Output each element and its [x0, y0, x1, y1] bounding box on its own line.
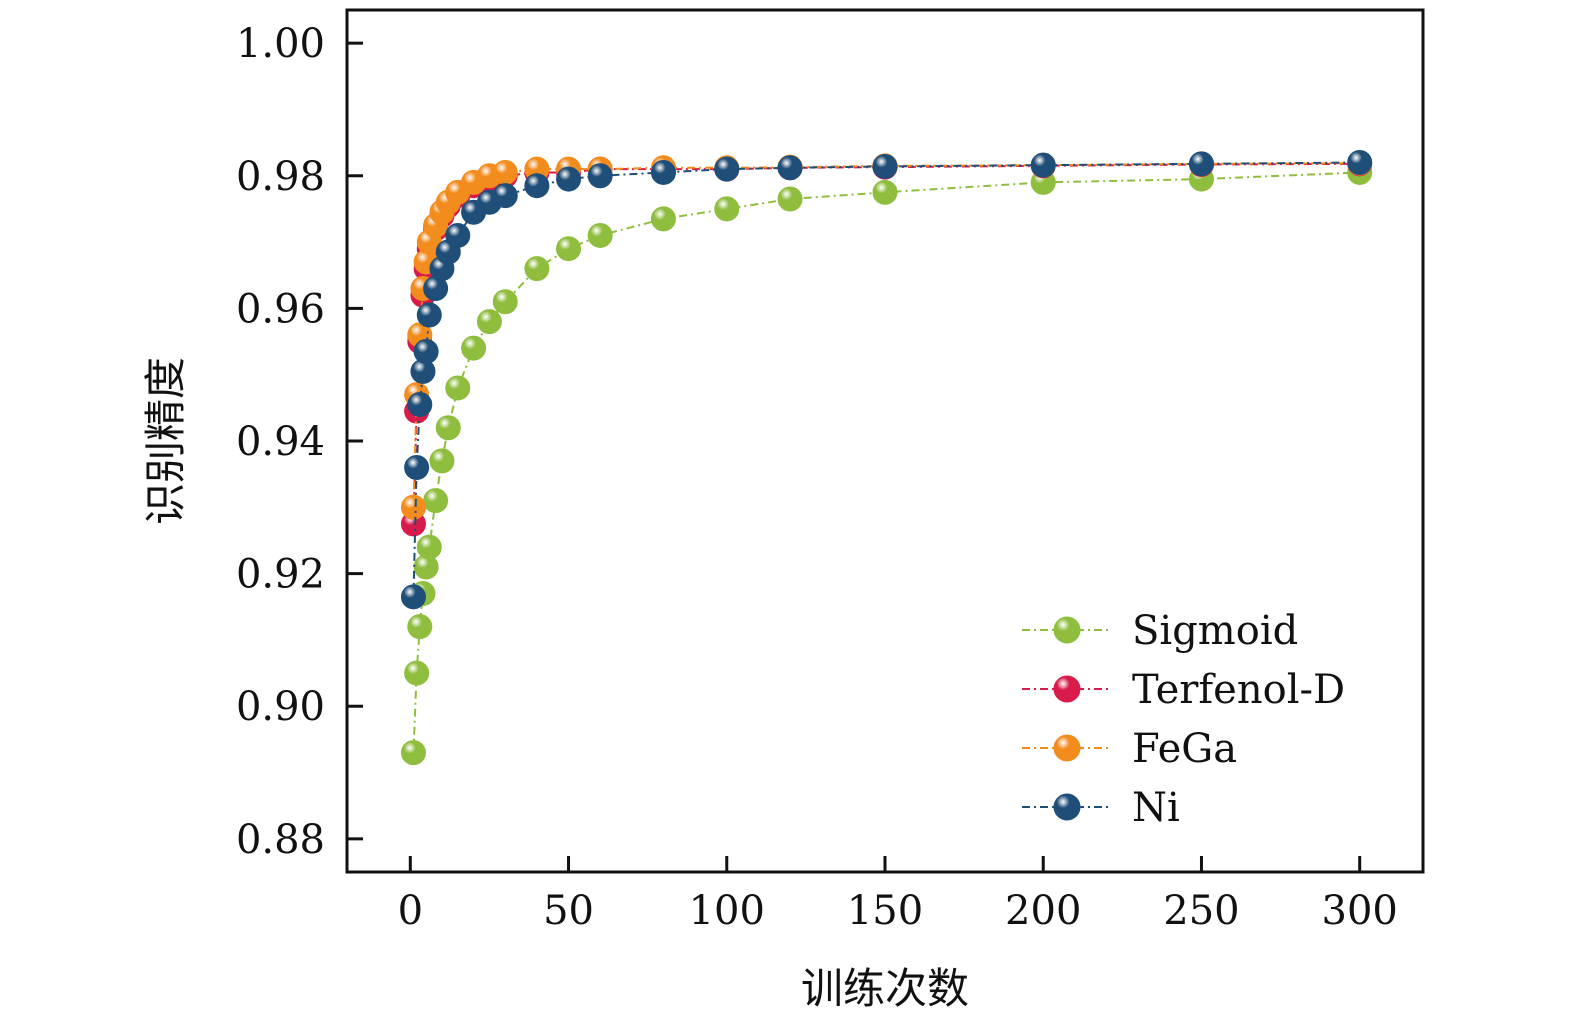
plot-frame: [345, 8, 1425, 874]
legend-marker: [1053, 734, 1081, 762]
x-tick-label: 100: [689, 888, 765, 934]
data-point: [1347, 150, 1373, 176]
data-point: [1188, 151, 1214, 177]
data-point: [407, 614, 433, 640]
data-point: [714, 196, 740, 222]
legend-item: Terfenol-D: [1022, 667, 1345, 713]
x-tick-label: 300: [1322, 888, 1398, 934]
data-point: [524, 256, 550, 282]
x-tick-label: 150: [847, 888, 923, 934]
data-point: [407, 392, 433, 418]
data-point: [777, 155, 803, 181]
data-point: [872, 179, 898, 205]
y-axis-title: 识别精度: [141, 357, 190, 525]
data-point: [400, 740, 426, 766]
legend-marker: [1053, 793, 1081, 821]
x-tick-label: 200: [1005, 888, 1081, 934]
series-line: [412, 161, 1360, 597]
data-point: [400, 584, 426, 610]
y-tick-label: 0.90: [236, 684, 325, 730]
data-point: [556, 236, 582, 262]
x-axis-title: 训练次数: [801, 964, 969, 1013]
data-point: [435, 415, 461, 441]
y-axis: 0.88 0.90 0.92 0.94 0.96 0.98 1.00: [236, 21, 363, 863]
data-point: [777, 186, 803, 212]
data-point: [1030, 152, 1056, 178]
series-line: [412, 162, 1360, 508]
legend-label: Terfenol-D: [1132, 667, 1345, 713]
data-point: [524, 173, 550, 199]
data-point: [476, 309, 502, 335]
x-tick-label: 50: [543, 888, 594, 934]
data-point: [556, 166, 582, 192]
series-fega: [400, 150, 1373, 520]
data-point: [650, 159, 676, 185]
data-point: [404, 455, 430, 481]
legend-label: Sigmoid: [1132, 608, 1298, 654]
legend-marker: [1053, 616, 1081, 644]
series-terfenol-d: [400, 151, 1373, 537]
data-point: [492, 183, 518, 209]
data-point: [445, 222, 471, 248]
data-point: [461, 335, 487, 361]
legend: Sigmoid Terfenol-D FeGa Ni: [1022, 608, 1345, 831]
y-tick-label: 0.92: [236, 552, 325, 598]
legend-item: FeGa: [1022, 726, 1237, 772]
y-tick-label: 0.96: [236, 286, 325, 332]
data-point: [650, 206, 676, 232]
x-tick-label: 250: [1163, 888, 1239, 934]
legend-item: Ni: [1022, 785, 1180, 831]
data-point: [492, 289, 518, 315]
legend-marker: [1053, 675, 1081, 703]
y-tick-label: 1.00: [236, 21, 325, 67]
data-point: [400, 494, 426, 520]
series-line: [412, 171, 1360, 753]
data-point: [714, 156, 740, 182]
y-tick-label: 0.88: [236, 817, 325, 863]
series-layer: [400, 150, 1373, 766]
series-ni: [400, 150, 1373, 610]
legend-item: Sigmoid: [1022, 608, 1298, 654]
data-point: [872, 153, 898, 179]
x-axis: 0 50 100 150 200 250 300: [398, 856, 1398, 934]
x-tick-label: 0: [398, 888, 423, 934]
data-point: [445, 375, 471, 401]
data-point: [492, 159, 518, 185]
data-point: [416, 534, 442, 560]
y-tick-label: 0.98: [236, 154, 325, 200]
y-tick-label: 0.94: [236, 419, 325, 465]
data-point: [416, 302, 442, 328]
data-point: [404, 660, 430, 686]
data-point: [429, 448, 455, 474]
series-line: [412, 162, 1360, 524]
legend-label: FeGa: [1132, 726, 1237, 772]
legend-label: Ni: [1132, 785, 1180, 831]
data-point: [423, 488, 449, 514]
data-point: [587, 163, 613, 189]
data-point: [587, 222, 613, 248]
data-point: [413, 338, 439, 364]
